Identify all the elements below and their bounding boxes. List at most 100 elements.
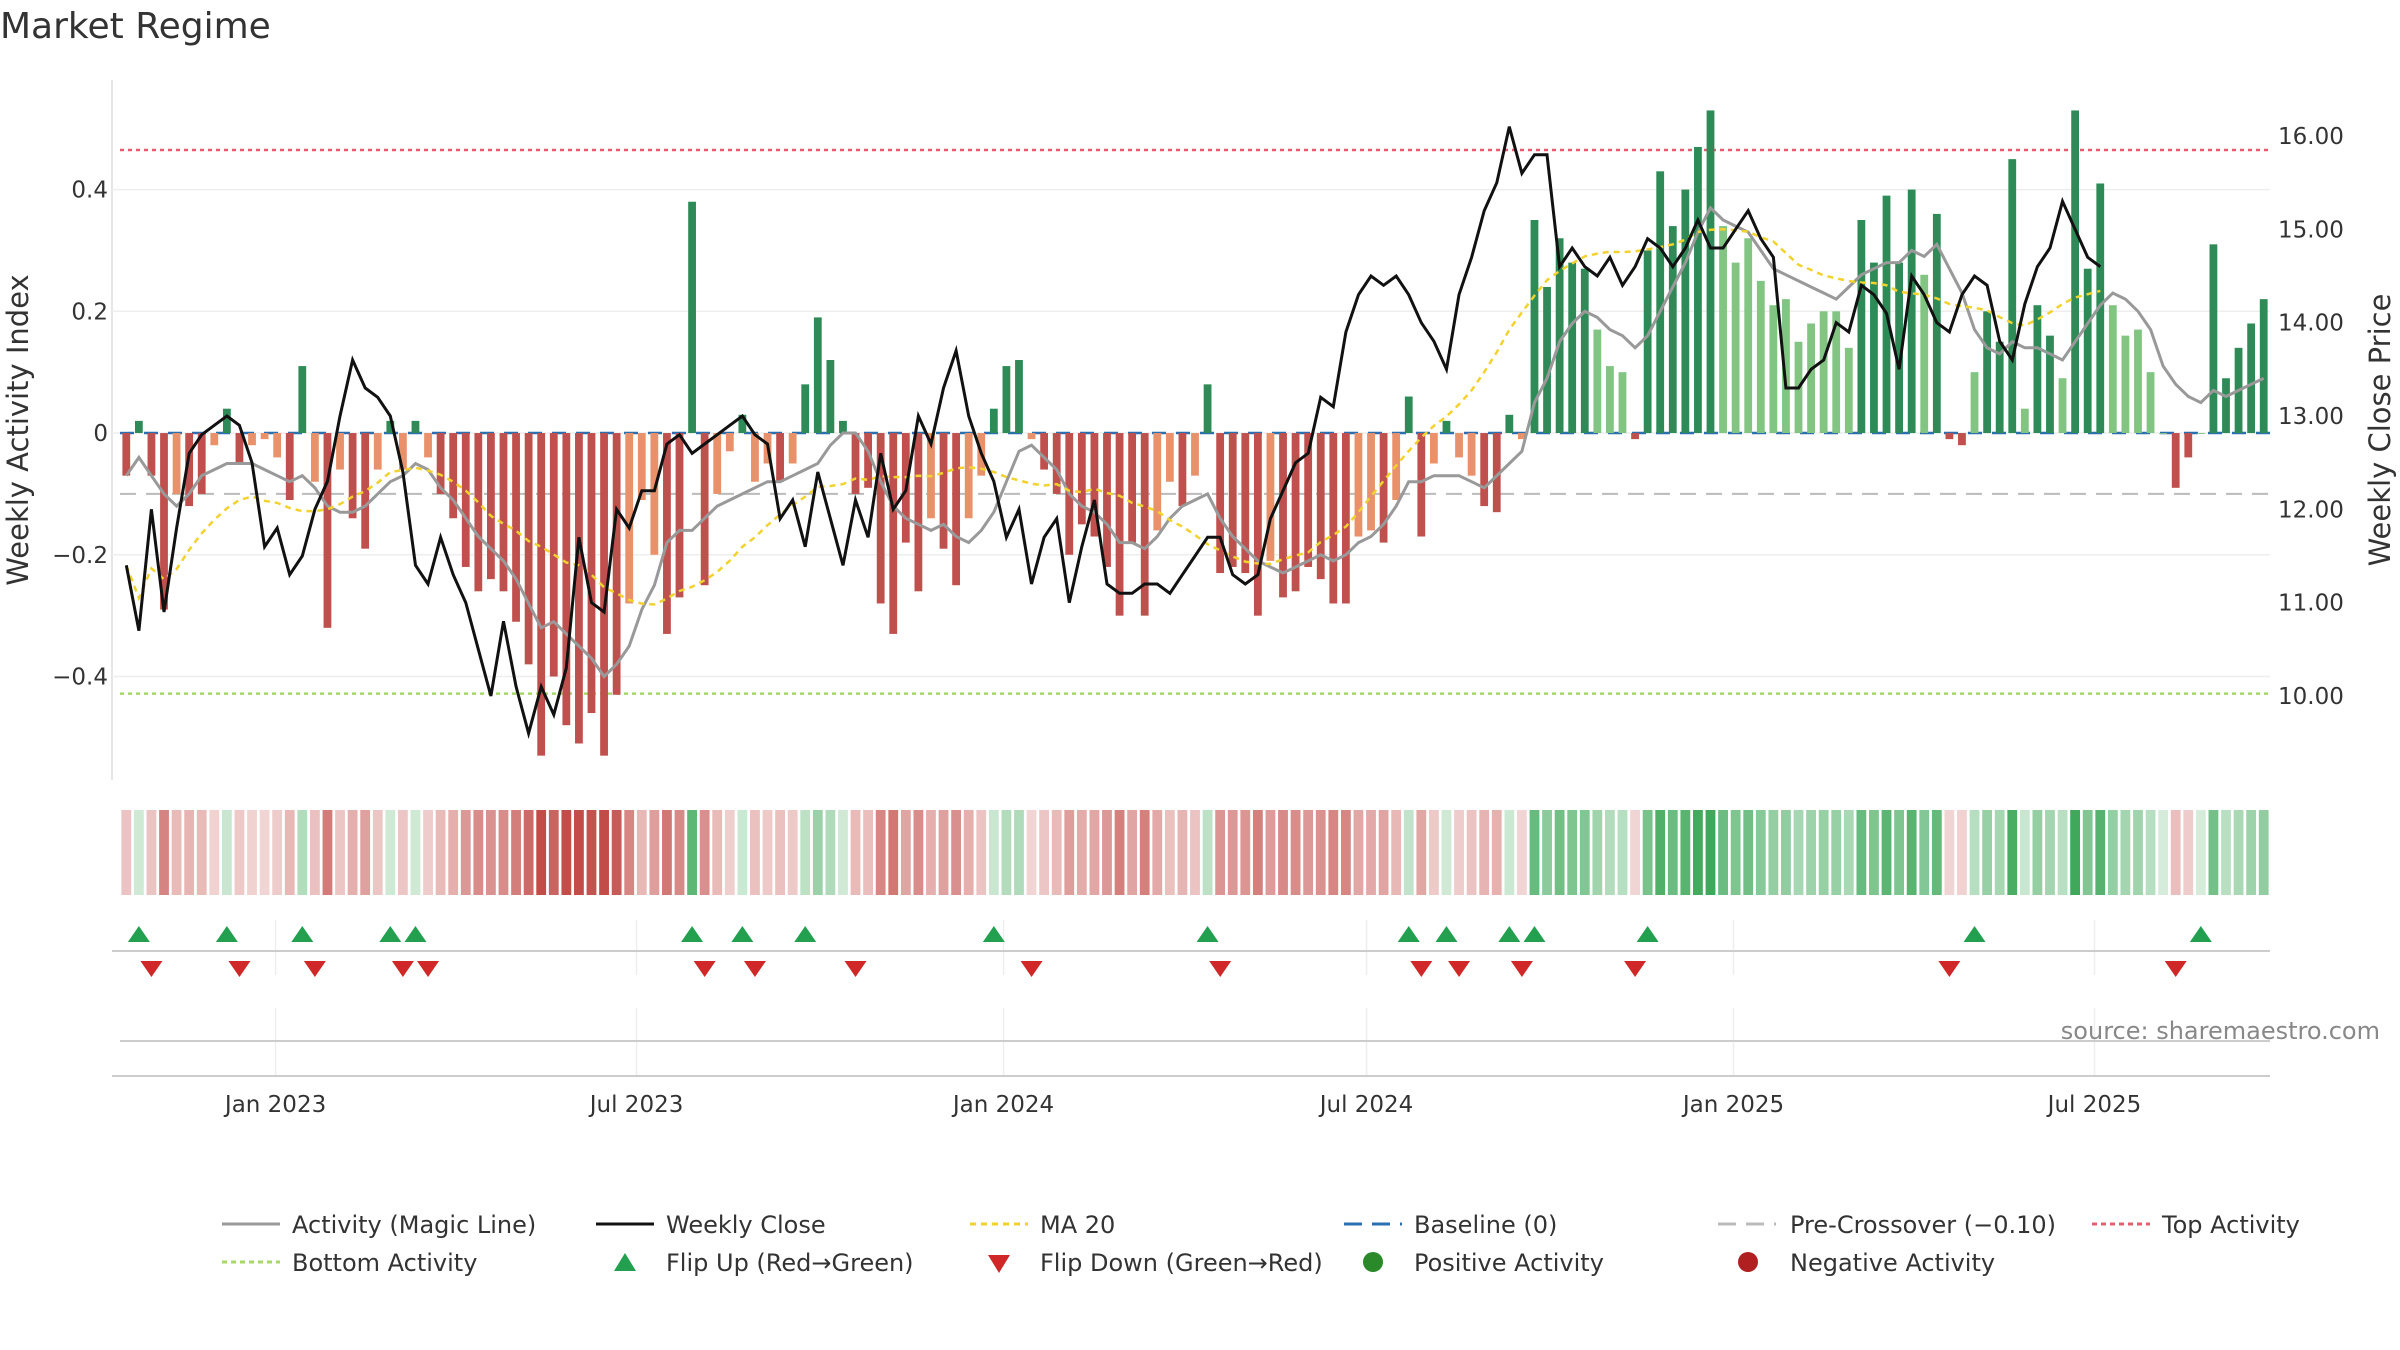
regime-cell — [699, 810, 710, 895]
regime-cell — [209, 810, 220, 895]
reference-lines — [120, 148, 2270, 695]
activity-bar — [134, 420, 143, 434]
regime-cell — [1843, 810, 1854, 895]
horizontal-gridlines — [112, 188, 2270, 678]
activity-bar — [1706, 110, 1715, 434]
activity-bar — [625, 433, 634, 604]
svg-text:Activity (Magic Line): Activity (Magic Line) — [292, 1211, 536, 1239]
regime-cell — [762, 810, 773, 895]
activity-bar — [1870, 262, 1878, 434]
regime-cell — [712, 810, 723, 895]
regime-cell — [498, 810, 509, 895]
activity-bar — [813, 317, 822, 434]
regime-cell — [1516, 810, 1527, 895]
x-tick-label: Jul 2024 — [1318, 1092, 1414, 1118]
activity-bar — [1354, 433, 1363, 537]
regime-cell — [599, 810, 609, 895]
regime-cell — [1994, 810, 2005, 895]
activity-bar — [1153, 433, 1162, 531]
regime-cell — [1667, 810, 1678, 895]
activity-bar — [2184, 433, 2193, 458]
activity-bar — [1480, 433, 1489, 507]
activity-bar — [185, 433, 194, 507]
regime-cell — [448, 810, 459, 895]
flip-panel-gridlines — [274, 920, 2096, 975]
regime-cell — [1051, 810, 1062, 895]
regime-cell — [888, 810, 899, 895]
svg-text:Flip Up (Red→Green): Flip Up (Red→Green) — [666, 1249, 914, 1277]
weekly-close-line — [124, 126, 2102, 740]
regime-cell — [133, 810, 144, 895]
regime-cell — [1290, 810, 1301, 895]
regime-cell — [2045, 810, 2055, 895]
regime-cell — [1542, 810, 1552, 895]
regime-cell — [1491, 810, 1502, 895]
activity-bar — [1417, 433, 1426, 537]
regime-cell — [574, 810, 584, 895]
regime-cell — [1391, 810, 1402, 895]
activity-bar — [1832, 311, 1841, 434]
legend-item-ma20: MA 20 — [970, 1211, 1115, 1239]
activity-bar — [1618, 372, 1627, 434]
activity-bar — [1606, 366, 1614, 434]
flip-down-marker — [2164, 961, 2187, 977]
flip-panel — [112, 920, 2270, 977]
activity-bar — [1995, 341, 2004, 434]
activity-bar — [1857, 220, 1866, 434]
regime-cell — [1366, 810, 1376, 895]
activity-bar — [562, 433, 571, 726]
legend-item-positive: Positive Activity — [1363, 1249, 1604, 1277]
flip-down-marker — [303, 961, 326, 977]
activity-bar — [2134, 329, 2142, 434]
svg-text:MA 20: MA 20 — [1040, 1211, 1115, 1239]
regime-cell — [838, 810, 848, 895]
activity-bar — [1329, 433, 1338, 604]
activity-bar — [1203, 384, 1212, 434]
activity-bar — [2058, 378, 2067, 434]
activity-bar — [1165, 433, 1174, 482]
activity-bar — [222, 408, 231, 434]
activity-bar — [1379, 433, 1388, 543]
activity-bar — [512, 433, 520, 622]
flip-down-marker — [1448, 961, 1471, 977]
regime-cell — [2221, 810, 2231, 895]
activity-bar — [310, 433, 319, 482]
regime-cell — [1957, 810, 1967, 895]
regime-cell — [775, 810, 785, 895]
activity-bar — [1191, 433, 1199, 476]
regime-cell — [1190, 810, 1200, 895]
regime-cell — [1403, 810, 1414, 895]
regime-cell — [1114, 810, 1125, 895]
flip-up-marker — [1196, 926, 1219, 942]
flip-down-marker — [693, 961, 716, 977]
lower-panel: source: sharemaestro.com Jan 2023 Jul 202… — [112, 1008, 2380, 1118]
activity-bar — [675, 433, 684, 598]
activity-bar — [1015, 360, 1023, 434]
activity-bar — [1681, 189, 1690, 434]
activity-bar — [461, 433, 470, 567]
regime-cell — [1919, 810, 1930, 895]
regime-cell — [1089, 810, 1100, 895]
flip-down-marker — [1624, 961, 1647, 977]
activity-bar — [1543, 286, 1551, 434]
flip-down-marker — [417, 961, 440, 977]
activity-bar — [1404, 396, 1413, 434]
regime-cell — [1768, 810, 1779, 895]
svg-text:Negative Activity: Negative Activity — [1790, 1249, 1995, 1277]
regime-cell — [2208, 810, 2219, 895]
activity-bar — [537, 433, 546, 756]
left-tick-label: 0 — [93, 421, 108, 447]
x-axis-ticks: Jan 2023 Jul 2023 Jan 2024 Jul 2024 Jan 2025… — [223, 1092, 2141, 1118]
activity-bar — [122, 433, 131, 476]
activity-bar — [1103, 433, 1111, 567]
regime-cell — [1755, 810, 1766, 895]
regime-cell — [259, 810, 270, 895]
regime-cell — [674, 810, 685, 895]
flip-up-marker — [1397, 926, 1420, 942]
activity-bar — [1782, 299, 1790, 434]
flip-up-marker — [2189, 926, 2212, 942]
magic-line — [125, 205, 2265, 679]
activity-bar — [1518, 433, 1526, 440]
activity-bar — [2033, 305, 2042, 434]
regime-cell — [825, 810, 836, 895]
